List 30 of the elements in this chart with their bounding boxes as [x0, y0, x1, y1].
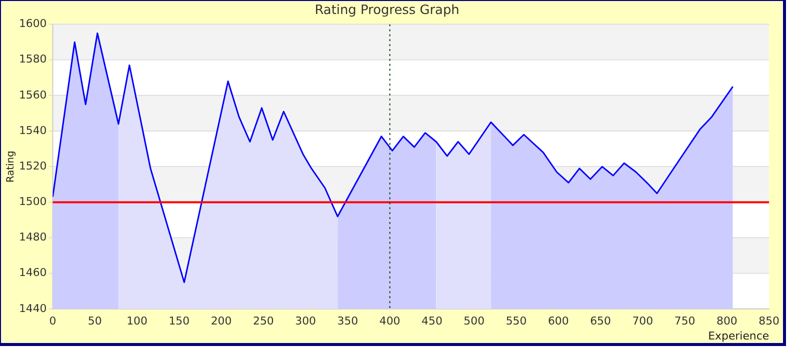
x-tick-label: 650	[590, 314, 612, 328]
chart-title: Rating Progress Graph	[314, 3, 460, 18]
x-tick-label: 150	[168, 314, 190, 328]
x-tick-label: 600	[548, 314, 569, 328]
x-tick-label: 550	[506, 314, 527, 328]
x-tick-label: 500	[464, 314, 485, 328]
x-tick-label: 450	[422, 314, 442, 328]
x-tick-label: 800	[716, 314, 738, 328]
x-tick-label: 400	[379, 314, 400, 328]
y-tick-label: 1600	[18, 17, 47, 30]
y-tick-label: 1580	[18, 52, 47, 66]
y-tick-label: 1500	[18, 195, 47, 208]
x-tick-label: 50	[88, 314, 102, 328]
y-tick-label: 1480	[18, 230, 47, 244]
y-tick-label: 1540	[18, 124, 47, 137]
x-tick-label: 250	[252, 314, 274, 328]
x-tick-label: 850	[758, 314, 780, 328]
y-tick-label: 1560	[18, 88, 47, 102]
y-tick-label: 1440	[18, 302, 47, 315]
y-axis-title: Rating	[6, 150, 17, 183]
y-tick-label: 1520	[18, 160, 47, 172]
x-tick-label: 200	[210, 314, 232, 328]
x-tick-label: 300	[295, 314, 316, 328]
x-tick-label: 0	[49, 314, 56, 328]
x-tick-label: 750	[674, 314, 696, 328]
x-tick-label: 100	[126, 314, 148, 328]
x-axis-title: Experience	[708, 329, 770, 342]
x-tick-label: 700	[632, 314, 654, 328]
y-tick-label: 1460	[18, 266, 47, 280]
x-tick-label: 350	[337, 314, 358, 328]
